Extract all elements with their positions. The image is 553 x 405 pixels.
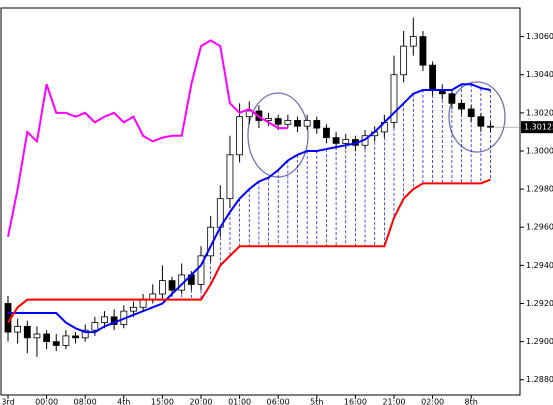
- candle-body: [467, 108, 475, 118]
- candle-body: [91, 322, 99, 331]
- candle-body: [332, 137, 340, 144]
- candle-body: [33, 333, 41, 339]
- last-price-label: 1.30125: [524, 123, 553, 132]
- candle-body: [236, 116, 244, 156]
- candle-body: [197, 255, 205, 285]
- x-tick-label: 5th: [310, 398, 323, 405]
- x-tick-label: 02:00: [421, 398, 444, 405]
- x-tick-label: 16:00: [344, 398, 367, 405]
- candle-body: [158, 280, 166, 295]
- candle-body: [390, 74, 398, 123]
- x-tick-label: 4th: [117, 398, 130, 405]
- candle-body: [487, 125, 494, 128]
- candle-body: [101, 316, 108, 323]
- x-tick-label: 15:00: [151, 398, 174, 405]
- candle-body: [81, 329, 89, 339]
- indicator-line: [7, 39, 288, 237]
- candle-body: [139, 299, 147, 308]
- x-tick-label: 00:00: [35, 398, 58, 405]
- y-tick-label: 1.30200: [526, 108, 553, 117]
- indicator-line: [8, 83, 491, 334]
- candle-body: [313, 120, 321, 129]
- candle-body: [429, 64, 437, 91]
- candle-body: [323, 127, 330, 139]
- y-tick-label: 1.30000: [526, 146, 553, 155]
- x-tick-label: 20:00: [189, 398, 212, 405]
- candle-body: [168, 280, 176, 291]
- y-tick-label: 1.29400: [526, 261, 553, 270]
- candle-body: [245, 110, 253, 118]
- candle-body: [72, 335, 79, 339]
- candle-body: [294, 120, 301, 127]
- y-tick-label: 1.29800: [526, 185, 553, 194]
- candle-body: [226, 154, 234, 200]
- y-tick-label: 1.30600: [526, 32, 553, 41]
- indicator-line: [7, 178, 491, 324]
- x-tick-label: 8th: [465, 398, 478, 405]
- candle-body: [52, 341, 60, 346]
- candle-body: [14, 325, 22, 333]
- last-price-box: [521, 121, 553, 134]
- y-tick-label: 1.29600: [526, 223, 553, 232]
- highlight-circle: [448, 81, 506, 153]
- y-tick-label: 1.28800: [526, 375, 553, 384]
- y-tick-label: 1.30400: [526, 70, 553, 79]
- candle-body: [284, 120, 292, 125]
- candle-body: [458, 102, 465, 110]
- candle-body: [274, 118, 282, 125]
- candle-body: [43, 333, 50, 343]
- candle-body: [477, 116, 485, 127]
- candle-body: [130, 306, 137, 312]
- candle-body: [419, 36, 427, 66]
- candle-body: [303, 120, 311, 127]
- x-tick-label: 06:00: [267, 398, 290, 405]
- candle-body: [342, 139, 350, 144]
- x-tick-label: 08:00: [74, 398, 97, 405]
- x-tick-label: 01:00: [228, 398, 251, 405]
- x-tick-label: 3rd: [1, 398, 14, 405]
- candle-body: [409, 36, 417, 47]
- candle-body: [448, 93, 456, 104]
- candle-body: [62, 335, 70, 346]
- plot-frame: [0, 7, 521, 396]
- candle-body: [23, 325, 31, 339]
- x-tick-label: 21:00: [382, 398, 405, 405]
- candle-body: [400, 45, 408, 76]
- y-tick-label: 1.29000: [526, 337, 553, 346]
- y-tick-label: 1.29200: [526, 299, 553, 308]
